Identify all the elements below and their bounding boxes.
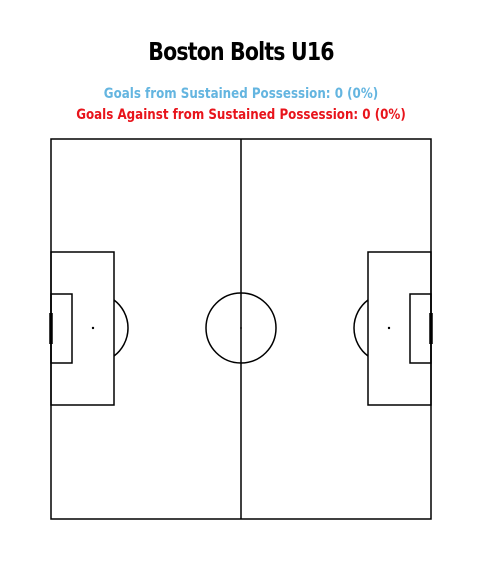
- center-spot: [240, 327, 242, 329]
- right-goal-area: [409, 293, 432, 364]
- left-penalty-arc: [113, 299, 129, 357]
- goals-for-stat: Goals from Sustained Possession: 0 (0%): [103, 86, 379, 102]
- right-penalty-box: [367, 251, 432, 406]
- goals-against-stat: Goals Against from Sustained Possession:…: [76, 107, 406, 123]
- left-penalty-box: [50, 251, 115, 406]
- right-penalty-spot: [387, 326, 391, 330]
- chart-title: Boston Bolts U16: [148, 37, 334, 66]
- left-penalty-spot: [91, 326, 95, 330]
- right-penalty-arc: [353, 299, 369, 357]
- left-goal-area: [50, 293, 73, 364]
- center-circle: [205, 292, 277, 364]
